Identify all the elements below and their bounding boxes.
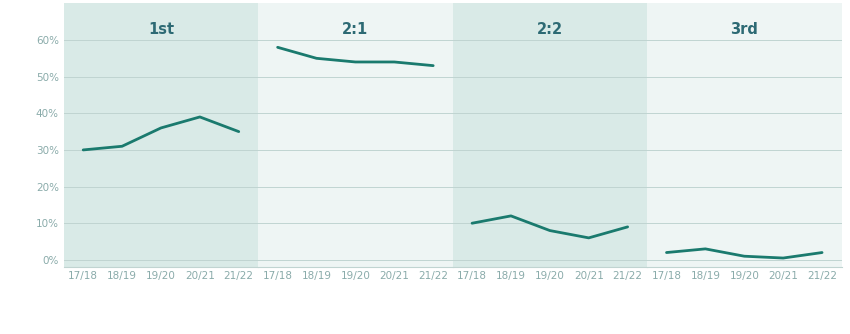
Text: 1st: 1st	[148, 22, 174, 37]
Text: 2:2: 2:2	[537, 22, 563, 37]
Text: 3rd: 3rd	[730, 22, 758, 37]
Text: 2:1: 2:1	[343, 22, 369, 37]
